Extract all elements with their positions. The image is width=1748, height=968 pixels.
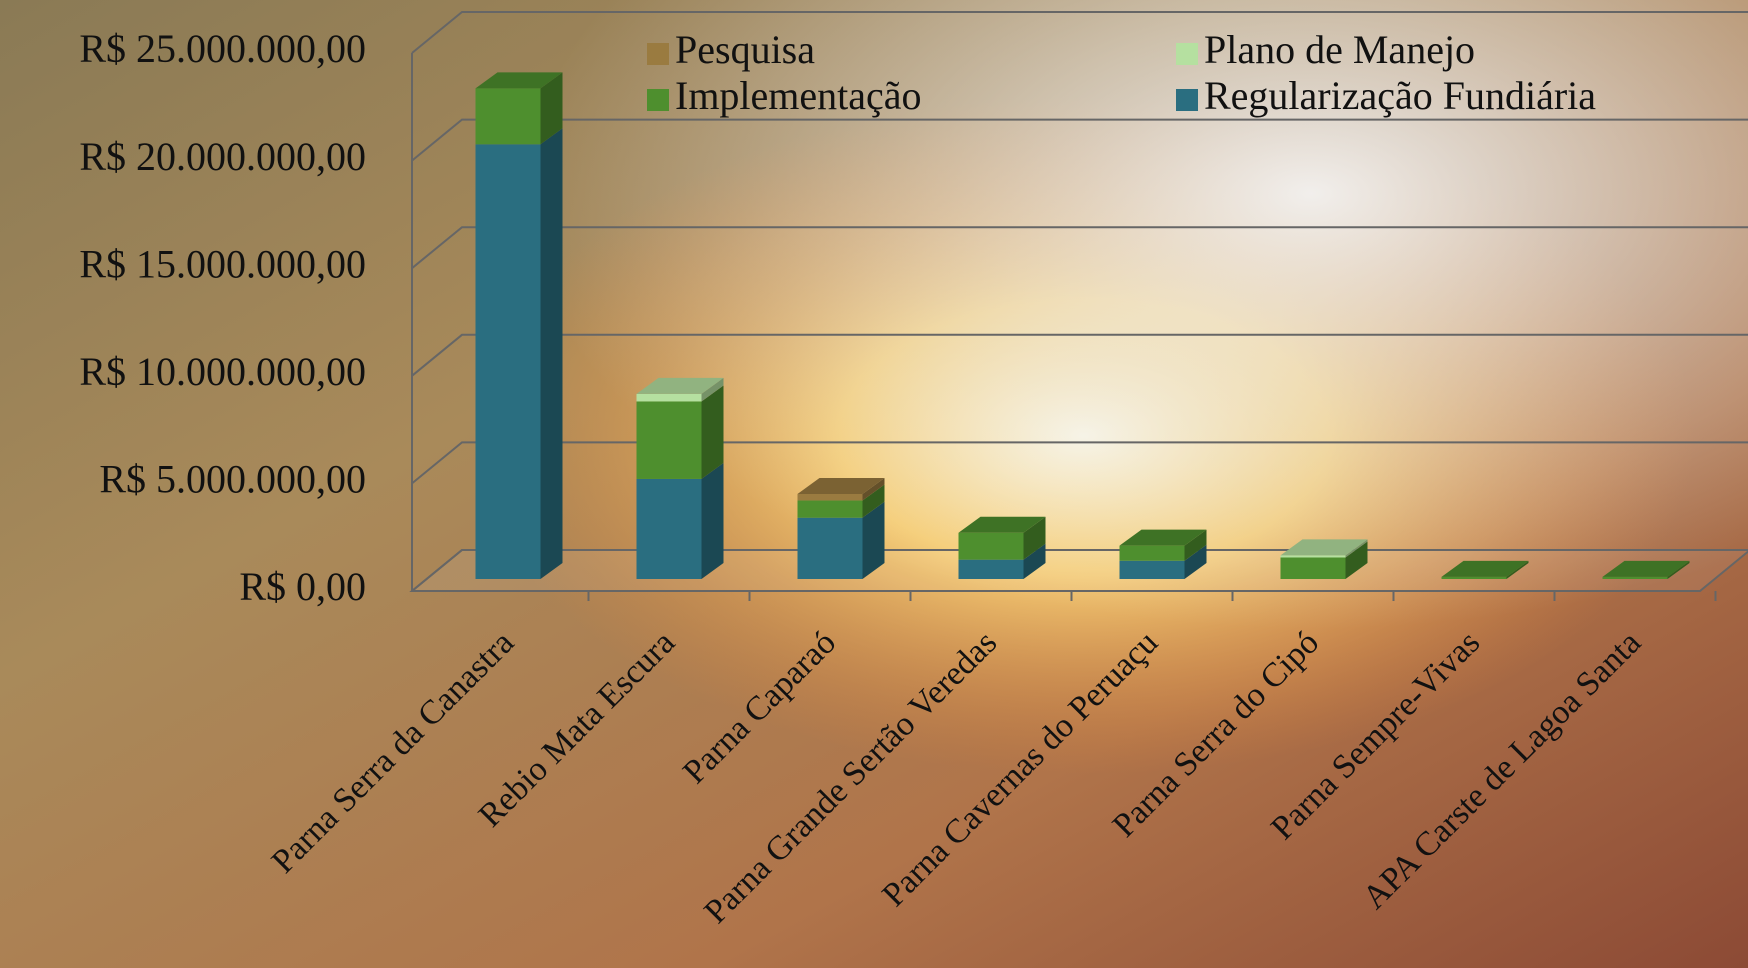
y-tick-label: R$ 15.000.000,00 — [79, 241, 366, 286]
bar-side — [1023, 543, 1046, 579]
bar — [636, 393, 702, 402]
bar — [797, 493, 863, 501]
y-tick-label: R$ 20.000.000,00 — [79, 134, 366, 179]
grid-line — [411, 333, 1748, 377]
bar-side — [540, 72, 563, 145]
bar-top — [636, 377, 724, 394]
bar-side — [1184, 529, 1207, 561]
bar-side — [701, 377, 724, 402]
bar — [958, 559, 1024, 579]
y-tick-label: R$ 0,00 — [239, 564, 366, 609]
bar-top — [1441, 560, 1529, 577]
legend-swatch — [1176, 89, 1198, 111]
bar-top — [1119, 529, 1207, 546]
legend-swatch — [647, 89, 669, 111]
legend-swatch — [1176, 43, 1198, 65]
legend-label: Pesquisa — [675, 27, 815, 72]
legend-label: Regularização Fundiária — [1204, 73, 1596, 118]
bar-side — [701, 385, 724, 479]
bar-top — [1602, 560, 1690, 577]
bar-top — [475, 72, 563, 89]
bar — [797, 517, 863, 579]
legend-label: Plano de Manejo — [1204, 27, 1475, 72]
grid-line — [411, 118, 1748, 162]
bar-top — [958, 516, 1046, 533]
legend-swatch — [647, 43, 669, 65]
y-tick-label: R$ 5.000.000,00 — [99, 457, 366, 502]
bar-top — [797, 477, 885, 494]
bar — [1119, 545, 1185, 561]
bar-side — [1023, 516, 1046, 560]
bar — [1441, 576, 1507, 579]
bar-side — [862, 477, 885, 501]
bar — [475, 88, 541, 145]
bar — [1280, 555, 1346, 558]
bar — [636, 401, 702, 479]
bar-side — [540, 128, 563, 579]
floor — [409, 549, 1748, 592]
bar-side — [1345, 541, 1368, 579]
y-tick-label: R$ 10.000.000,00 — [79, 349, 366, 394]
bar-side — [1345, 539, 1368, 558]
legend-label: Implementação — [675, 73, 922, 118]
bar — [958, 532, 1024, 560]
bar-side — [862, 501, 885, 579]
bar-side — [1506, 560, 1529, 579]
bar — [1119, 560, 1185, 579]
bar — [797, 500, 863, 518]
bar — [475, 144, 541, 579]
bar-side — [1667, 560, 1690, 579]
bar-side — [1184, 544, 1207, 579]
bar — [636, 478, 702, 579]
grid-line — [411, 441, 1748, 485]
bar — [1602, 576, 1668, 579]
grid-line — [411, 11, 1748, 54]
y-tick-label: R$ 25.000.000,00 — [79, 26, 366, 71]
bar-side — [862, 484, 885, 518]
bar-top — [1280, 539, 1368, 556]
grid-line — [411, 226, 1748, 269]
bar — [1280, 557, 1346, 579]
bar-side — [701, 462, 724, 579]
